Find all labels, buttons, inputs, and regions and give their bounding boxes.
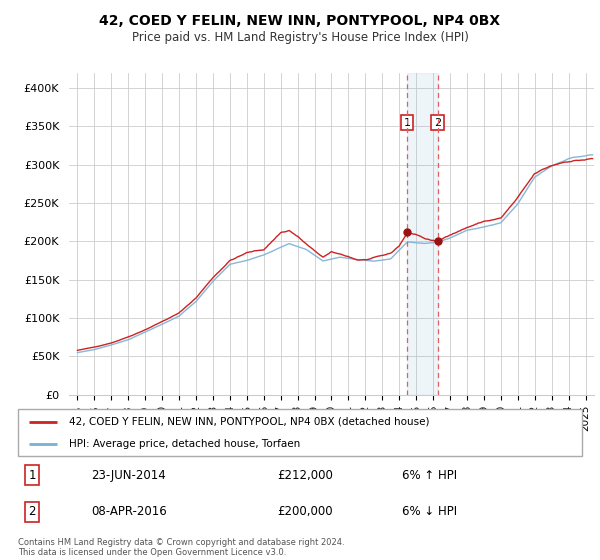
FancyBboxPatch shape — [18, 409, 582, 456]
Text: 2: 2 — [28, 505, 36, 518]
Text: £212,000: £212,000 — [277, 469, 334, 482]
Text: 6% ↑ HPI: 6% ↑ HPI — [401, 469, 457, 482]
Text: 1: 1 — [28, 469, 36, 482]
Text: 42, COED Y FELIN, NEW INN, PONTYPOOL, NP4 0BX (detached house): 42, COED Y FELIN, NEW INN, PONTYPOOL, NP… — [69, 417, 429, 427]
Text: HPI: Average price, detached house, Torfaen: HPI: Average price, detached house, Torf… — [69, 438, 300, 449]
Text: Price paid vs. HM Land Registry's House Price Index (HPI): Price paid vs. HM Land Registry's House … — [131, 31, 469, 44]
Text: 1: 1 — [404, 118, 411, 128]
Bar — [407, 73, 437, 395]
Text: £200,000: £200,000 — [277, 505, 333, 518]
Text: Contains HM Land Registry data © Crown copyright and database right 2024.
This d: Contains HM Land Registry data © Crown c… — [18, 538, 344, 557]
Text: 2: 2 — [434, 118, 441, 128]
Text: 08-APR-2016: 08-APR-2016 — [91, 505, 167, 518]
Text: 42, COED Y FELIN, NEW INN, PONTYPOOL, NP4 0BX: 42, COED Y FELIN, NEW INN, PONTYPOOL, NP… — [100, 14, 500, 28]
Text: 23-JUN-2014: 23-JUN-2014 — [91, 469, 166, 482]
Text: 6% ↓ HPI: 6% ↓ HPI — [401, 505, 457, 518]
